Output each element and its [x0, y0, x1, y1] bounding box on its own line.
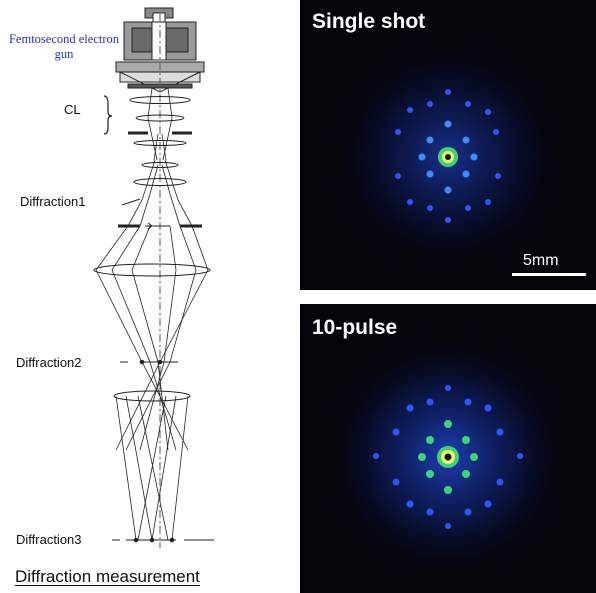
diffraction1-label: Diffraction1 — [20, 194, 86, 209]
gun-label: Femtosecond electron gun — [8, 32, 120, 61]
microscope-schematic: Femtosecond electron gun CL Diffraction1… — [8, 7, 214, 586]
ten-pulse-panel: 10-pulse — [300, 304, 596, 593]
diffraction2-label: Diffraction2 — [16, 355, 82, 370]
electron-column-diagram — [93, 7, 214, 548]
scale-bar — [512, 273, 586, 276]
cl-label: CL — [64, 102, 81, 117]
panel-title: Single shot — [312, 10, 426, 33]
diffraction-pattern-image — [320, 328, 576, 584]
scale-bar-label: 5mm — [523, 252, 559, 269]
diffraction3-label: Diffraction3 — [16, 532, 82, 547]
single-shot-panel: Single shot 5mm — [300, 0, 596, 290]
panel-title: 10-pulse — [312, 316, 398, 339]
diffraction-pattern-image — [328, 36, 568, 276]
footer-caption: Diffraction measurement — [15, 567, 200, 586]
